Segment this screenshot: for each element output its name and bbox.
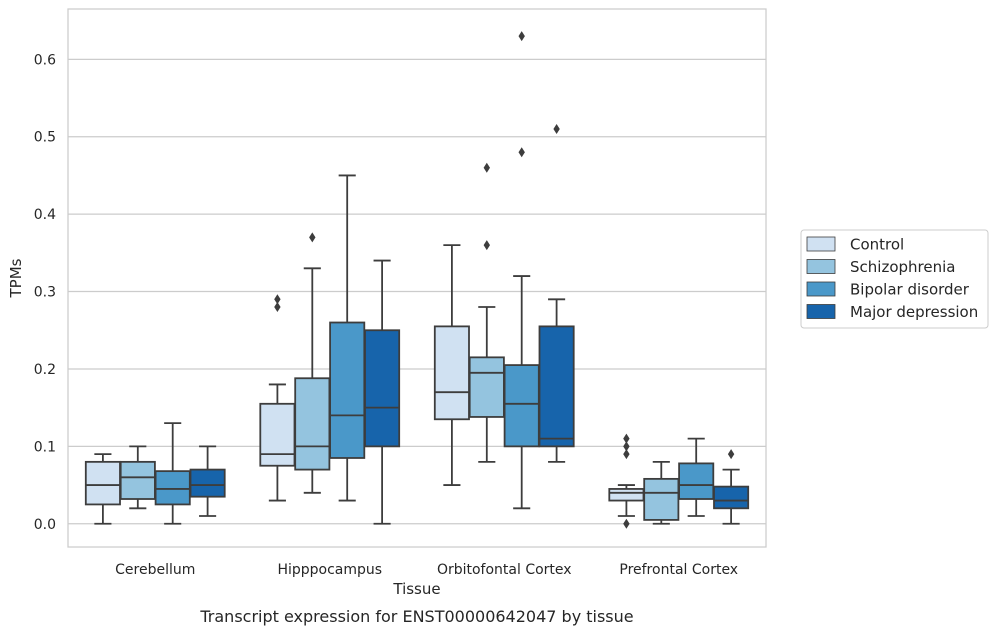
box-schizophrenia — [119, 445, 156, 510]
box-body — [329, 321, 366, 459]
legend-frame — [800, 229, 989, 329]
box-control — [433, 244, 470, 486]
legend-swatch — [806, 304, 836, 319]
outlier-point — [727, 449, 735, 460]
box-control — [608, 433, 645, 529]
legend-label: Control — [850, 236, 904, 254]
box-major-depression — [364, 259, 401, 525]
box-body — [608, 488, 645, 502]
legend-swatch — [806, 236, 836, 252]
legend-label: Major depression — [850, 303, 978, 321]
box-plots — [84, 31, 750, 529]
plot-frame — [67, 8, 767, 548]
box-body — [643, 477, 680, 521]
chart-caption: Transcript expression for ENST0000064204… — [199, 607, 633, 626]
x-tick-label: Cerebellum — [115, 562, 195, 578]
legend-swatch — [806, 259, 836, 274]
x-tick-labels: Cerebellum Hipppocampus Orbitofontal Corte… — [115, 562, 738, 578]
x-tick-label: Hipppocampus — [277, 562, 382, 578]
box-bipolar-disorder — [678, 437, 715, 517]
grid-lines — [68, 58, 766, 525]
outlier-point — [274, 302, 281, 313]
outlier-point — [623, 441, 630, 452]
y-tick-label: 0.4 — [34, 207, 56, 223]
outlier-point — [553, 123, 560, 134]
box-bipolar-disorder — [329, 174, 366, 502]
y-tick-label: 0.0 — [34, 517, 56, 533]
box-major-depression — [713, 449, 750, 525]
box-schizophrenia — [643, 460, 680, 525]
y-tick-label: 0.1 — [34, 439, 56, 455]
box-body — [294, 377, 331, 471]
y-tick-label: 0.2 — [34, 362, 56, 378]
outlier-point — [309, 232, 316, 243]
x-tick-label: Prefrontal Cortex — [619, 562, 738, 578]
box-body — [713, 485, 750, 510]
box-body — [119, 460, 156, 500]
outlier-point — [518, 31, 525, 42]
outlier-point — [518, 147, 525, 158]
box-schizophrenia — [294, 232, 331, 494]
box-body — [538, 325, 575, 448]
box-body — [678, 462, 715, 500]
box-major-depression — [189, 445, 226, 517]
box-body — [433, 325, 470, 421]
outlier-point — [483, 240, 490, 251]
legend-label: Schizophrenia — [850, 258, 955, 276]
box-body — [259, 402, 296, 467]
box-control — [259, 294, 296, 502]
outlier-point — [623, 518, 630, 529]
y-axis-label: TPMs — [7, 258, 25, 298]
x-axis-label: Tissue — [392, 580, 440, 598]
box-body — [364, 329, 401, 448]
outlier-point — [483, 162, 490, 173]
box-bipolar-disorder — [503, 31, 540, 510]
outlier-point — [623, 449, 630, 460]
plot-background — [68, 9, 766, 547]
box-body — [189, 468, 226, 498]
y-tick-labels: 0.0 0.1 0.2 0.3 0.4 0.5 0.6 — [34, 52, 56, 532]
box-bipolar-disorder — [154, 422, 191, 525]
box-body — [154, 470, 191, 506]
outlier-point — [623, 433, 630, 444]
legend: Control Schizophrenia Bipolar disorder Majo… — [800, 229, 989, 329]
box-body — [84, 460, 121, 506]
legend-swatch — [806, 281, 836, 297]
x-tick-label: Orbitofontal Cortex — [437, 562, 572, 578]
box-schizophrenia — [468, 162, 505, 463]
y-tick-label: 0.3 — [34, 285, 56, 301]
y-tick-label: 0.5 — [34, 130, 56, 146]
box-body — [468, 356, 505, 418]
box-body — [503, 364, 540, 448]
box-major-depression — [538, 123, 575, 463]
y-tick-label: 0.6 — [34, 52, 56, 68]
legend-label: Bipolar disorder — [850, 281, 970, 299]
outlier-point — [274, 294, 281, 305]
